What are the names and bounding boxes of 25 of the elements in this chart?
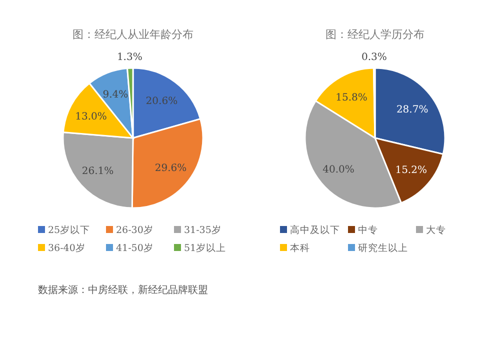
legend-label: 31-35岁	[184, 224, 222, 236]
data-label: 13.0%	[75, 112, 107, 123]
data-label: 29.6%	[154, 162, 187, 174]
data-label: 40.0%	[322, 164, 354, 176]
legend-label: 41-50岁	[116, 242, 154, 254]
legend-label: 51岁以上	[184, 242, 226, 254]
legend-label: 中专	[358, 224, 378, 236]
legend-label: 高中及以下	[290, 224, 340, 236]
legend-label: 36-40岁	[48, 242, 86, 254]
data-label: 9.4%	[102, 90, 128, 101]
data-label: 1.3%	[116, 52, 142, 64]
data-label: 20.6%	[146, 96, 178, 108]
data-label: 0.3%	[362, 52, 387, 64]
source-note: 数据来源：中房经联，新经纪品牌联盟	[38, 284, 208, 296]
legend-label: 研究生以上	[358, 242, 408, 254]
legend-label: 本科	[290, 242, 310, 254]
legend-label: 大专	[426, 224, 446, 236]
data-label: 15.8%	[336, 92, 368, 104]
chart-title: 图：经纪人从业年龄分布	[72, 28, 194, 41]
legend-label: 25岁以下	[48, 224, 90, 236]
data-label: 15.2%	[395, 165, 427, 176]
chart-title: 图：经纪人学历分布	[326, 28, 424, 41]
data-label: 28.7%	[396, 104, 428, 116]
data-label: 26.1%	[82, 166, 114, 178]
legend-label: 26-30岁	[116, 224, 154, 236]
